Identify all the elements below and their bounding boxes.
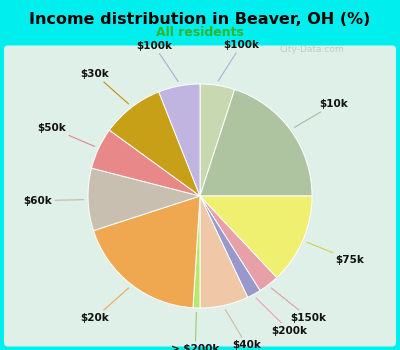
Text: $100k: $100k	[136, 41, 178, 82]
Wedge shape	[88, 168, 200, 231]
Text: $20k: $20k	[81, 288, 129, 323]
Wedge shape	[193, 196, 200, 308]
Text: $40k: $40k	[226, 310, 261, 350]
Text: Income distribution in Beaver, OH (%): Income distribution in Beaver, OH (%)	[29, 12, 371, 27]
Text: $60k: $60k	[24, 196, 84, 206]
Wedge shape	[200, 90, 312, 196]
Text: > $200k: > $200k	[171, 313, 220, 350]
Text: $75k: $75k	[307, 242, 364, 265]
FancyBboxPatch shape	[4, 46, 396, 346]
Wedge shape	[159, 84, 200, 196]
Wedge shape	[109, 92, 200, 196]
Text: $10k: $10k	[294, 99, 348, 127]
Wedge shape	[200, 84, 235, 196]
Text: City-Data.com: City-Data.com	[280, 46, 344, 55]
Text: $200k: $200k	[256, 298, 307, 336]
Wedge shape	[200, 196, 248, 308]
Wedge shape	[200, 196, 312, 278]
Wedge shape	[200, 196, 260, 298]
Text: $150k: $150k	[271, 288, 327, 323]
Text: $30k: $30k	[81, 69, 129, 104]
Text: $50k: $50k	[38, 123, 95, 146]
Wedge shape	[94, 196, 200, 308]
Text: All residents: All residents	[156, 26, 244, 39]
Wedge shape	[92, 130, 200, 196]
Text: $100k: $100k	[218, 40, 259, 81]
Wedge shape	[200, 196, 277, 290]
